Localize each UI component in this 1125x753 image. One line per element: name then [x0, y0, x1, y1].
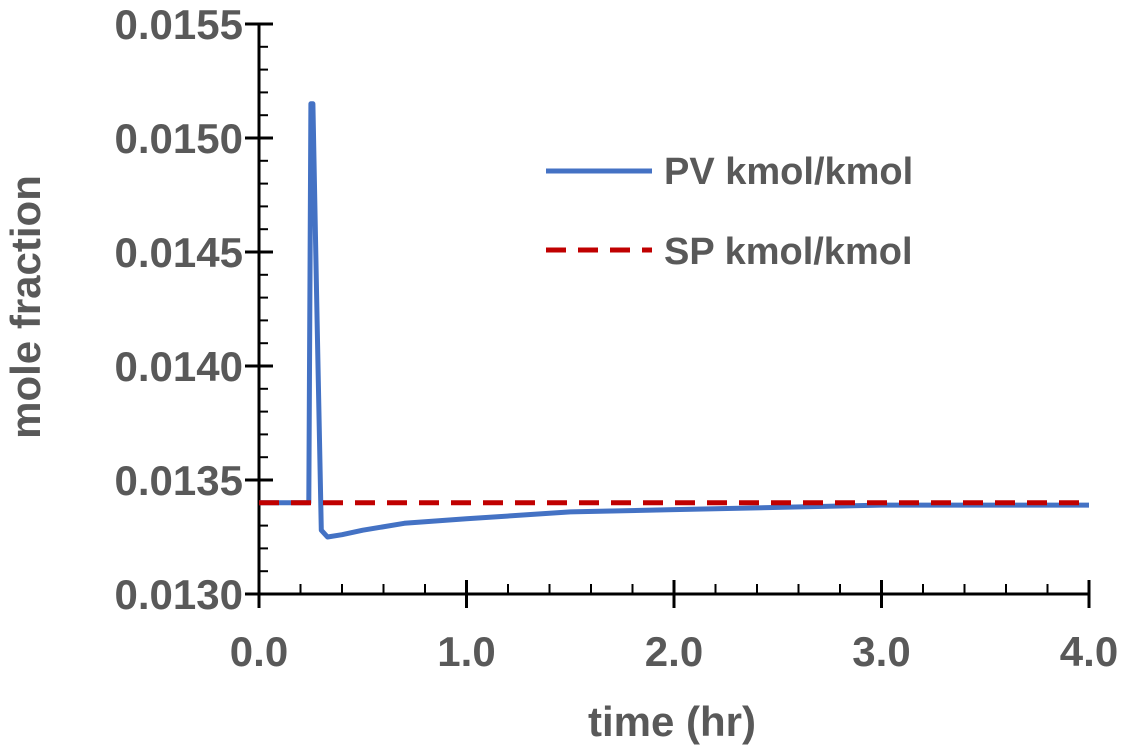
legend-sp-label: SP kmol/kmol	[664, 231, 913, 273]
legend-pv-label: PV kmol/kmol	[664, 151, 913, 193]
legend: PV kmol/kmol SP kmol/kmol	[546, 151, 913, 273]
x-axis-title: time (hr)	[588, 698, 756, 745]
x-tick-label: 4.0	[1060, 628, 1118, 675]
series-lines	[259, 101, 1089, 540]
x-tick-label: 0.0	[230, 628, 288, 675]
y-tick-label: 0.0150	[115, 115, 243, 162]
y-tick-label: 0.0155	[115, 1, 243, 48]
axes	[245, 22, 1091, 608]
y-axis-title: mole fraction	[2, 175, 49, 439]
tick-labels: 0.0130 0.0135 0.0140 0.0145 0.0150 0.0155 0.0 1…	[115, 1, 1119, 675]
x-tick-label: 2.0	[645, 628, 703, 675]
y-tick-label: 0.0130	[115, 571, 243, 618]
series-pv-line	[259, 101, 1089, 540]
y-tick-label: 0.0140	[115, 343, 243, 390]
x-tick-label: 1.0	[437, 628, 495, 675]
y-tick-label: 0.0145	[115, 229, 243, 276]
y-tick-label: 0.0135	[115, 457, 243, 504]
x-tick-label: 3.0	[852, 628, 910, 675]
